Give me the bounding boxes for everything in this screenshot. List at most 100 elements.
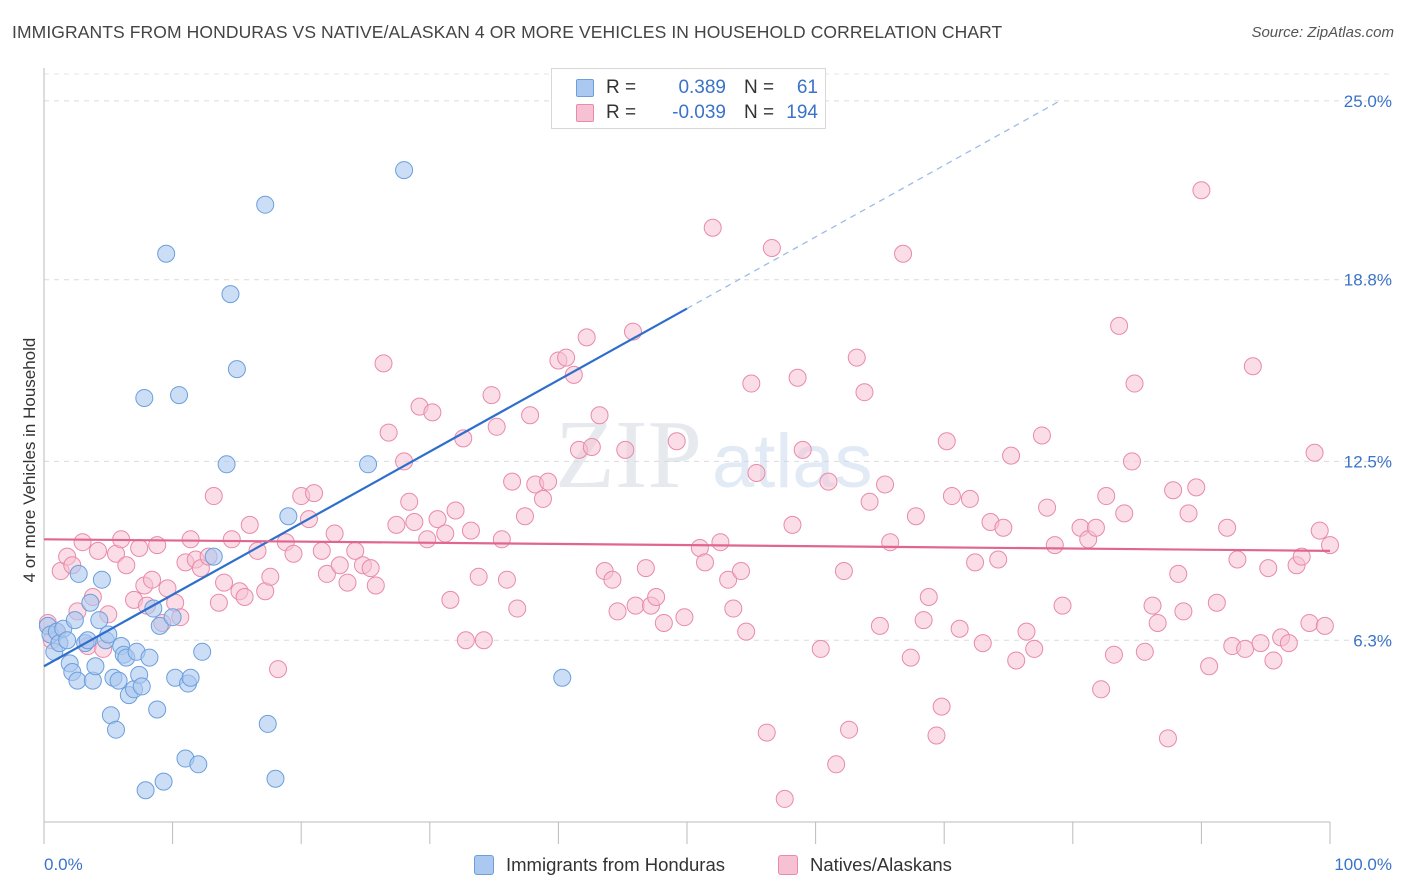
point-natives xyxy=(901,648,920,667)
point-natives xyxy=(89,541,108,560)
point-natives xyxy=(503,472,522,491)
point-honduras xyxy=(132,677,151,696)
y-tick-label: 18.8% xyxy=(1344,271,1392,290)
trend-line-natives xyxy=(43,538,1331,552)
legend-n-label: N = xyxy=(744,77,775,98)
point-natives xyxy=(338,573,357,592)
point-natives xyxy=(1279,634,1298,653)
tick-labels: 6.3% 12.5% 18.8% 25.0% 0.0% 100.0% xyxy=(44,92,1392,874)
point-natives xyxy=(1158,729,1177,748)
point-honduras xyxy=(395,161,414,180)
point-natives xyxy=(1174,602,1193,621)
point-natives xyxy=(181,530,200,549)
point-honduras xyxy=(189,755,208,774)
point-natives xyxy=(474,631,493,650)
point-natives xyxy=(994,518,1013,537)
point-natives xyxy=(737,622,756,641)
point-natives xyxy=(1264,651,1283,670)
point-natives xyxy=(436,524,455,543)
point-natives xyxy=(1251,634,1270,653)
grid-lines xyxy=(44,73,1390,641)
stats-legend: R = 0.389 N = 61 R = -0.039 N = 194 xyxy=(551,68,826,129)
point-natives xyxy=(374,354,393,373)
point-honduras xyxy=(136,781,155,800)
point-natives xyxy=(647,588,666,606)
legend-swatch-blue xyxy=(576,79,594,97)
point-natives xyxy=(793,440,812,459)
point-natives xyxy=(870,616,889,635)
point-honduras xyxy=(154,772,173,791)
point-natives xyxy=(1259,559,1278,578)
point-honduras xyxy=(107,720,126,739)
source-label: Source: ZipAtlas.com xyxy=(1251,24,1394,41)
point-honduras xyxy=(256,195,275,214)
point-natives xyxy=(783,515,802,534)
legend-n-value-natives: 194 xyxy=(786,102,818,123)
point-honduras xyxy=(266,769,285,788)
point-natives xyxy=(942,487,961,506)
point-natives xyxy=(361,559,380,578)
point-honduras xyxy=(65,611,84,630)
point-natives xyxy=(654,613,673,632)
legend-row-honduras: R = 0.389 N = 61 xyxy=(576,76,818,100)
point-natives xyxy=(966,553,985,572)
point-honduras xyxy=(204,547,223,566)
legend-r-value-natives: -0.039 xyxy=(672,102,726,123)
point-natives xyxy=(855,383,874,402)
point-honduras xyxy=(86,657,105,676)
point-natives xyxy=(379,423,398,442)
point-natives xyxy=(492,530,511,549)
point-natives xyxy=(508,599,527,618)
point-natives xyxy=(732,562,751,581)
point-natives xyxy=(1179,504,1198,523)
point-natives xyxy=(932,697,951,716)
point-natives xyxy=(330,556,349,575)
point-natives xyxy=(305,484,324,503)
point-natives xyxy=(423,403,442,422)
trend-lines xyxy=(43,100,1331,668)
point-natives xyxy=(1200,657,1219,676)
point-natives xyxy=(143,570,162,589)
point-natives xyxy=(894,244,913,263)
chart-title: IMMIGRANTS FROM HONDURAS VS NATIVE/ALASK… xyxy=(12,22,1003,42)
point-natives xyxy=(533,489,552,508)
point-natives xyxy=(590,406,609,425)
point-natives xyxy=(1218,518,1237,537)
point-natives xyxy=(1017,622,1036,641)
point-natives xyxy=(130,538,149,557)
point-natives xyxy=(325,524,344,543)
point-natives xyxy=(1053,596,1072,615)
point-natives xyxy=(1002,446,1021,465)
point-honduras xyxy=(279,507,298,526)
point-natives xyxy=(441,590,460,609)
point-natives xyxy=(1135,642,1154,661)
point-honduras xyxy=(58,631,77,650)
watermark-atlas: atlas xyxy=(712,419,873,504)
x-tick-label: 0.0% xyxy=(44,855,83,874)
point-natives xyxy=(1243,357,1262,376)
point-honduras xyxy=(181,668,200,687)
point-natives xyxy=(222,530,241,549)
point-natives xyxy=(1086,518,1105,537)
point-natives xyxy=(209,593,228,612)
point-natives xyxy=(742,374,761,393)
point-natives xyxy=(675,608,694,627)
y-axis-label: 4 or more Vehicles in Household xyxy=(20,338,39,583)
point-honduras xyxy=(227,360,246,379)
point-natives xyxy=(312,541,331,560)
point-natives xyxy=(876,475,895,494)
point-natives xyxy=(1097,487,1116,506)
point-natives xyxy=(73,533,92,552)
trend-line-honduras-extension xyxy=(686,100,1061,310)
point-natives xyxy=(757,723,776,742)
legend-row-natives: R = -0.039 N = 194 xyxy=(576,101,818,125)
point-natives xyxy=(1228,550,1247,569)
point-natives xyxy=(667,432,686,451)
point-honduras xyxy=(109,671,128,690)
point-natives xyxy=(521,406,540,425)
point-natives xyxy=(456,631,475,650)
point-natives xyxy=(557,348,576,367)
point-natives xyxy=(847,348,866,367)
point-natives xyxy=(1122,452,1141,471)
point-honduras xyxy=(258,714,277,733)
